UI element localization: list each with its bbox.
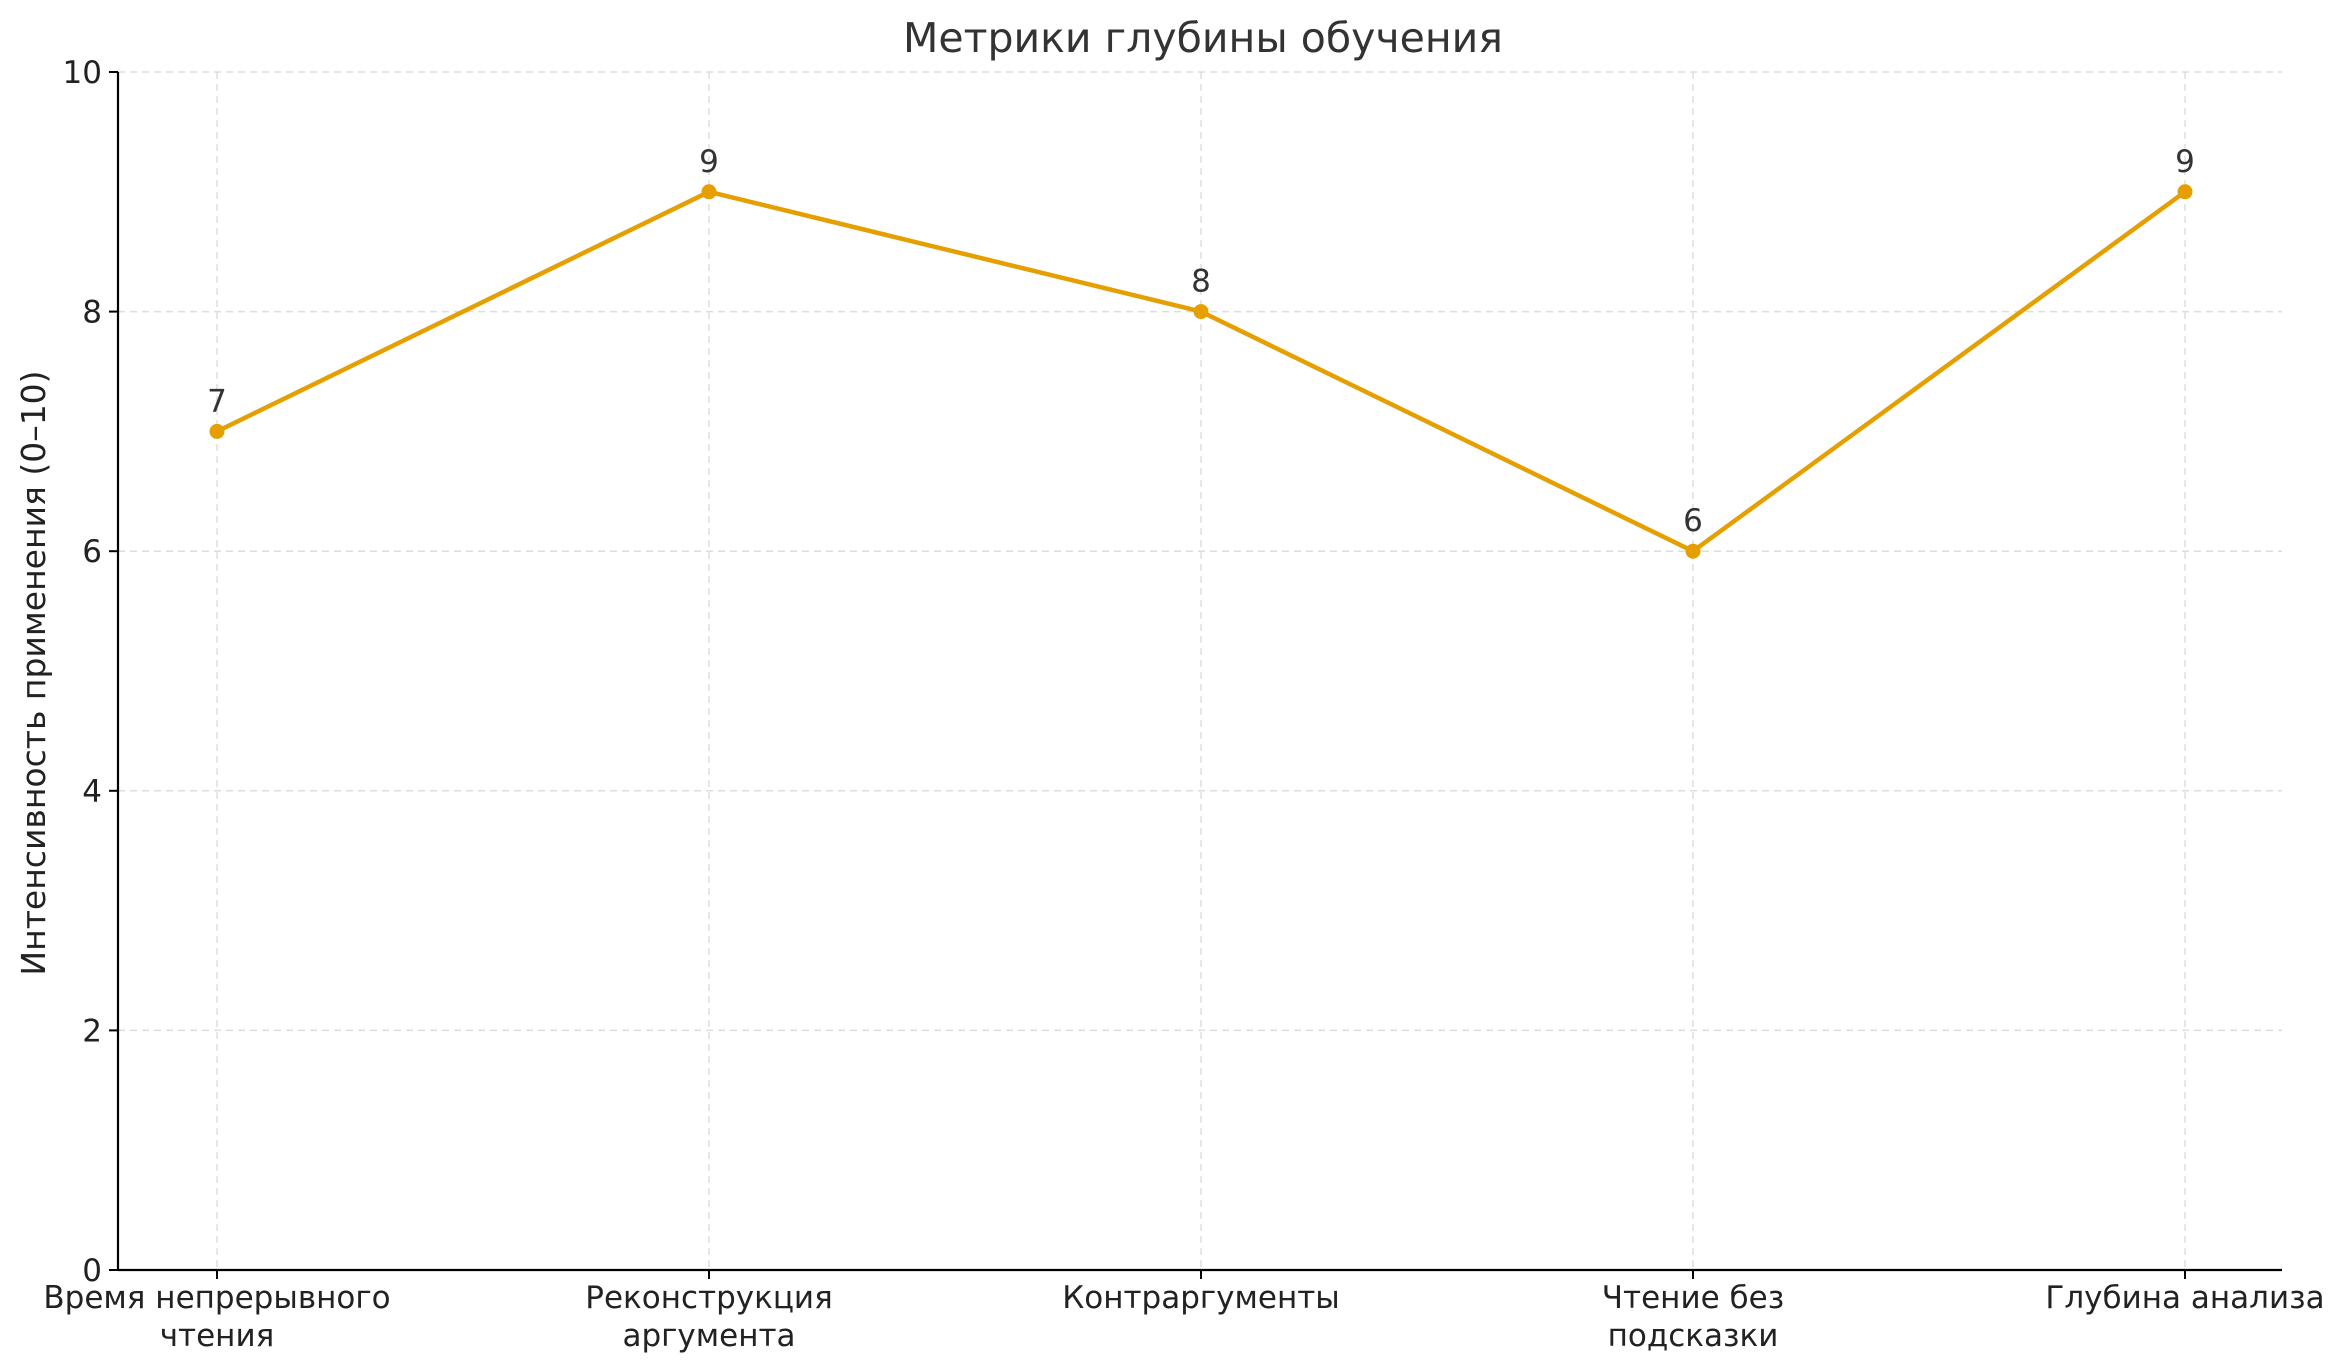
y-tick-label: 0 bbox=[82, 1253, 102, 1289]
data-label: 9 bbox=[2175, 144, 2195, 180]
y-tick-label: 8 bbox=[82, 295, 102, 331]
chart-title: Метрики глубины обучения bbox=[903, 14, 1503, 62]
data-label: 9 bbox=[699, 144, 719, 180]
data-point bbox=[701, 184, 717, 200]
y-tick-label: 2 bbox=[82, 1013, 102, 1049]
y-tick-label: 10 bbox=[63, 55, 102, 91]
y-tick-label: 4 bbox=[82, 774, 102, 810]
y-axis-label: Интенсивность применения (0–10) bbox=[14, 370, 53, 975]
data-label: 8 bbox=[1191, 264, 1211, 300]
x-tick-label: Глубина анализа bbox=[2045, 1280, 2324, 1316]
data-label: 6 bbox=[1683, 503, 1703, 539]
x-tick-label: Реконструкция аргумента bbox=[585, 1280, 832, 1354]
data-label: 7 bbox=[207, 383, 227, 419]
data-point bbox=[1193, 304, 1209, 320]
x-tick-label: Время непрерывного чтения bbox=[43, 1280, 390, 1354]
data-point bbox=[1685, 543, 1701, 559]
data-point bbox=[2177, 184, 2193, 200]
data-point bbox=[209, 423, 225, 439]
series-layer bbox=[209, 184, 2193, 559]
axes-layer: 0 2 4 6 8 10 Время непрерывного чтения Реконстру… bbox=[43, 55, 2324, 1354]
grid-layer bbox=[118, 71, 2282, 1270]
x-tick-label: Контраргументы bbox=[1062, 1280, 1340, 1316]
x-tick-label: Чтение без подсказки bbox=[1602, 1280, 1784, 1354]
labels-layer: 7 9 8 6 9 bbox=[207, 144, 2195, 539]
y-tick-label: 6 bbox=[82, 534, 102, 570]
